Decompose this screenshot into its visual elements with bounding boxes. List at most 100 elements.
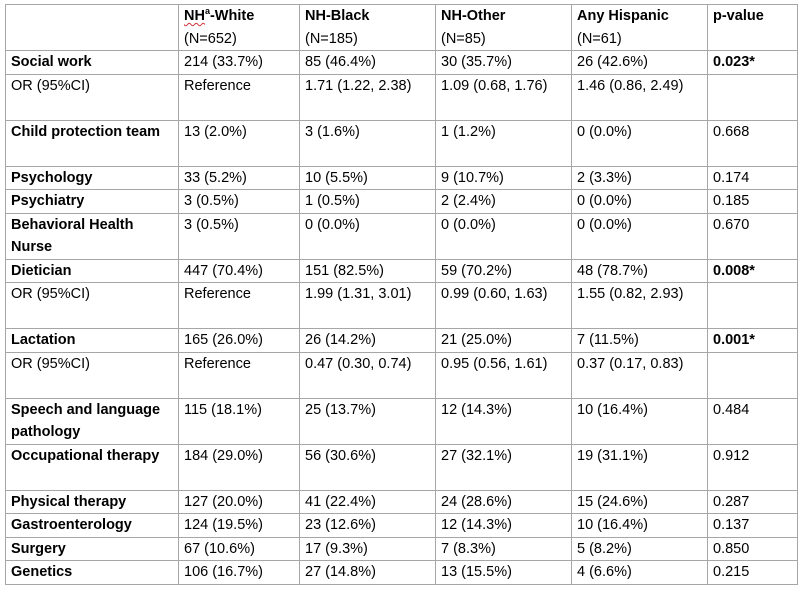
cell-nh-other: 2 (2.4%) bbox=[435, 189, 572, 214]
table-row: Dietician 447 (70.4%) 151 (82.5%) 59 (70.2%… bbox=[5, 258, 798, 283]
cell-nh-black: 27 (14.8%) bbox=[299, 560, 436, 585]
cell-nh-other: 24 (28.6%) bbox=[435, 489, 572, 514]
cell-any-hispanic: 7 (11.5%) bbox=[571, 328, 708, 353]
service-utilization-table: NHa-White (N=652) NH-Black (N=185) NH-Othe… bbox=[5, 4, 798, 585]
cell-any-hispanic: 0 (0.0%) bbox=[571, 189, 708, 214]
cell-any-hispanic: 48 (78.7%) bbox=[571, 258, 708, 283]
header-nh-suffix: -White bbox=[209, 8, 255, 24]
cell-nh-black: 3 (1.6%) bbox=[299, 119, 436, 167]
row-label: Lactation bbox=[5, 328, 179, 353]
cell-nh-black: 0.47 (0.30, 0.74) bbox=[299, 351, 436, 399]
cell-nh-white: 447 (70.4%) bbox=[178, 258, 300, 283]
header-p-value: p-value bbox=[707, 4, 798, 51]
cell-nh-white: 106 (16.7%) bbox=[178, 560, 300, 585]
cell-nh-white: 115 (18.1%) bbox=[178, 397, 300, 445]
cell-nh-white: 13 (2.0%) bbox=[178, 119, 300, 167]
cell-nh-white: 165 (26.0%) bbox=[178, 328, 300, 353]
cell-nh-white: 124 (19.5%) bbox=[178, 513, 300, 538]
cell-nh-other: 1 (1.2%) bbox=[435, 119, 572, 167]
row-label: Psychology bbox=[5, 165, 179, 190]
cell-any-hispanic: 1.55 (0.82, 2.93) bbox=[571, 282, 708, 329]
header-empty-cell bbox=[5, 4, 179, 51]
row-label: Physical therapy bbox=[5, 489, 179, 514]
cell-nh-other: 1.09 (0.68, 1.76) bbox=[435, 73, 572, 121]
cell-p-value: 0.850 bbox=[707, 536, 798, 561]
cell-nh-other: 0 (0.0%) bbox=[435, 212, 572, 260]
cell-nh-black: 151 (82.5%) bbox=[299, 258, 436, 283]
cell-nh-white: Reference bbox=[178, 351, 300, 399]
row-label: Genetics bbox=[5, 560, 179, 585]
cell-nh-other: 27 (32.1%) bbox=[435, 443, 572, 491]
cell-any-hispanic: 0 (0.0%) bbox=[571, 119, 708, 167]
header-nh-black-title: NH-Black bbox=[305, 8, 370, 24]
header-nh-black: NH-Black (N=185) bbox=[299, 4, 436, 51]
cell-p-value bbox=[707, 73, 798, 121]
cell-nh-black: 1.71 (1.22, 2.38) bbox=[299, 73, 436, 121]
cell-any-hispanic: 0.37 (0.17, 0.83) bbox=[571, 351, 708, 399]
table-row: Occupational therapy 184 (29.0%) 56 (30.6%… bbox=[5, 443, 798, 491]
cell-nh-other: 59 (70.2%) bbox=[435, 258, 572, 283]
table-row: Lactation 165 (26.0%) 26 (14.2%) 21 (25.0%)… bbox=[5, 328, 798, 353]
cell-nh-white: Reference bbox=[178, 73, 300, 121]
cell-p-value: 0.215 bbox=[707, 560, 798, 585]
cell-nh-white: 3 (0.5%) bbox=[178, 189, 300, 214]
cell-p-value: 0.023* bbox=[707, 50, 798, 75]
table-row: Genetics 106 (16.7%) 27 (14.8%) 13 (15.5%) 4… bbox=[5, 560, 798, 585]
cell-nh-white: 127 (20.0%) bbox=[178, 489, 300, 514]
cell-nh-white: 184 (29.0%) bbox=[178, 443, 300, 491]
cell-nh-white: 33 (5.2%) bbox=[178, 165, 300, 190]
cell-nh-other: 13 (15.5%) bbox=[435, 560, 572, 585]
header-any-hispanic-n: (N=61) bbox=[577, 30, 622, 47]
header-any-hispanic: Any Hispanic (N=61) bbox=[571, 4, 708, 51]
row-label: Gastroenterology bbox=[5, 513, 179, 538]
cell-any-hispanic: 1.46 (0.86, 2.49) bbox=[571, 73, 708, 121]
table-row: OR (95%CI) Reference 0.47 (0.30, 0.74) 0.95… bbox=[5, 351, 798, 399]
cell-nh-white: 3 (0.5%) bbox=[178, 212, 300, 260]
cell-nh-white: Reference bbox=[178, 282, 300, 329]
cell-p-value: 0.484 bbox=[707, 397, 798, 445]
row-label: Psychiatry bbox=[5, 189, 179, 214]
table-row: Surgery 67 (10.6%) 17 (9.3%) 7 (8.3%) 5 (8.2… bbox=[5, 536, 798, 561]
cell-p-value bbox=[707, 351, 798, 399]
cell-p-value: 0.137 bbox=[707, 513, 798, 538]
cell-p-value: 0.008* bbox=[707, 258, 798, 283]
table-row: OR (95%CI) Reference 1.99 (1.31, 3.01) 0.99… bbox=[5, 282, 798, 329]
cell-p-value: 0.287 bbox=[707, 489, 798, 514]
cell-any-hispanic: 10 (16.4%) bbox=[571, 397, 708, 445]
table-container: NHa-White (N=652) NH-Black (N=185) NH-Othe… bbox=[5, 4, 798, 585]
table-row: OR (95%CI) Reference 1.71 (1.22, 2.38) 1.09… bbox=[5, 73, 798, 121]
cell-any-hispanic: 19 (31.1%) bbox=[571, 443, 708, 491]
cell-nh-black: 17 (9.3%) bbox=[299, 536, 436, 561]
cell-nh-black: 85 (46.4%) bbox=[299, 50, 436, 75]
cell-nh-other: 7 (8.3%) bbox=[435, 536, 572, 561]
cell-nh-white: 67 (10.6%) bbox=[178, 536, 300, 561]
cell-nh-other: 30 (35.7%) bbox=[435, 50, 572, 75]
table-row: Child protection team 13 (2.0%) 3 (1.6%) 1 … bbox=[5, 119, 798, 167]
header-nh-black-n: (N=185) bbox=[305, 30, 358, 47]
cell-any-hispanic: 2 (3.3%) bbox=[571, 165, 708, 190]
table-row: Speech and language pathology 115 (18.1%)… bbox=[5, 397, 798, 445]
cell-any-hispanic: 0 (0.0%) bbox=[571, 212, 708, 260]
cell-nh-other: 0.95 (0.56, 1.61) bbox=[435, 351, 572, 399]
cell-nh-black: 23 (12.6%) bbox=[299, 513, 436, 538]
cell-nh-white: 214 (33.7%) bbox=[178, 50, 300, 75]
cell-nh-other: 12 (14.3%) bbox=[435, 397, 572, 445]
cell-any-hispanic: 5 (8.2%) bbox=[571, 536, 708, 561]
header-nh-other: NH-Other (N=85) bbox=[435, 4, 572, 51]
row-label: Dietician bbox=[5, 258, 179, 283]
row-label: Speech and language pathology bbox=[5, 397, 179, 445]
cell-p-value: 0.670 bbox=[707, 212, 798, 260]
row-label: OR (95%CI) bbox=[5, 351, 179, 399]
cell-p-value: 0.001* bbox=[707, 328, 798, 353]
cell-any-hispanic: 10 (16.4%) bbox=[571, 513, 708, 538]
cell-p-value bbox=[707, 282, 798, 329]
cell-nh-other: 9 (10.7%) bbox=[435, 165, 572, 190]
cell-nh-black: 10 (5.5%) bbox=[299, 165, 436, 190]
cell-nh-other: 0.99 (0.60, 1.63) bbox=[435, 282, 572, 329]
header-row: NHa-White (N=652) NH-Black (N=185) NH-Othe… bbox=[5, 4, 798, 51]
cell-nh-black: 1.99 (1.31, 3.01) bbox=[299, 282, 436, 329]
header-nh-prefix: NH bbox=[184, 8, 205, 24]
table-row: Behavioral Health Nurse 3 (0.5%) 0 (0.0%)… bbox=[5, 212, 798, 260]
header-nh-white-n: (N=652) bbox=[184, 30, 237, 47]
row-label: Social work bbox=[5, 50, 179, 75]
